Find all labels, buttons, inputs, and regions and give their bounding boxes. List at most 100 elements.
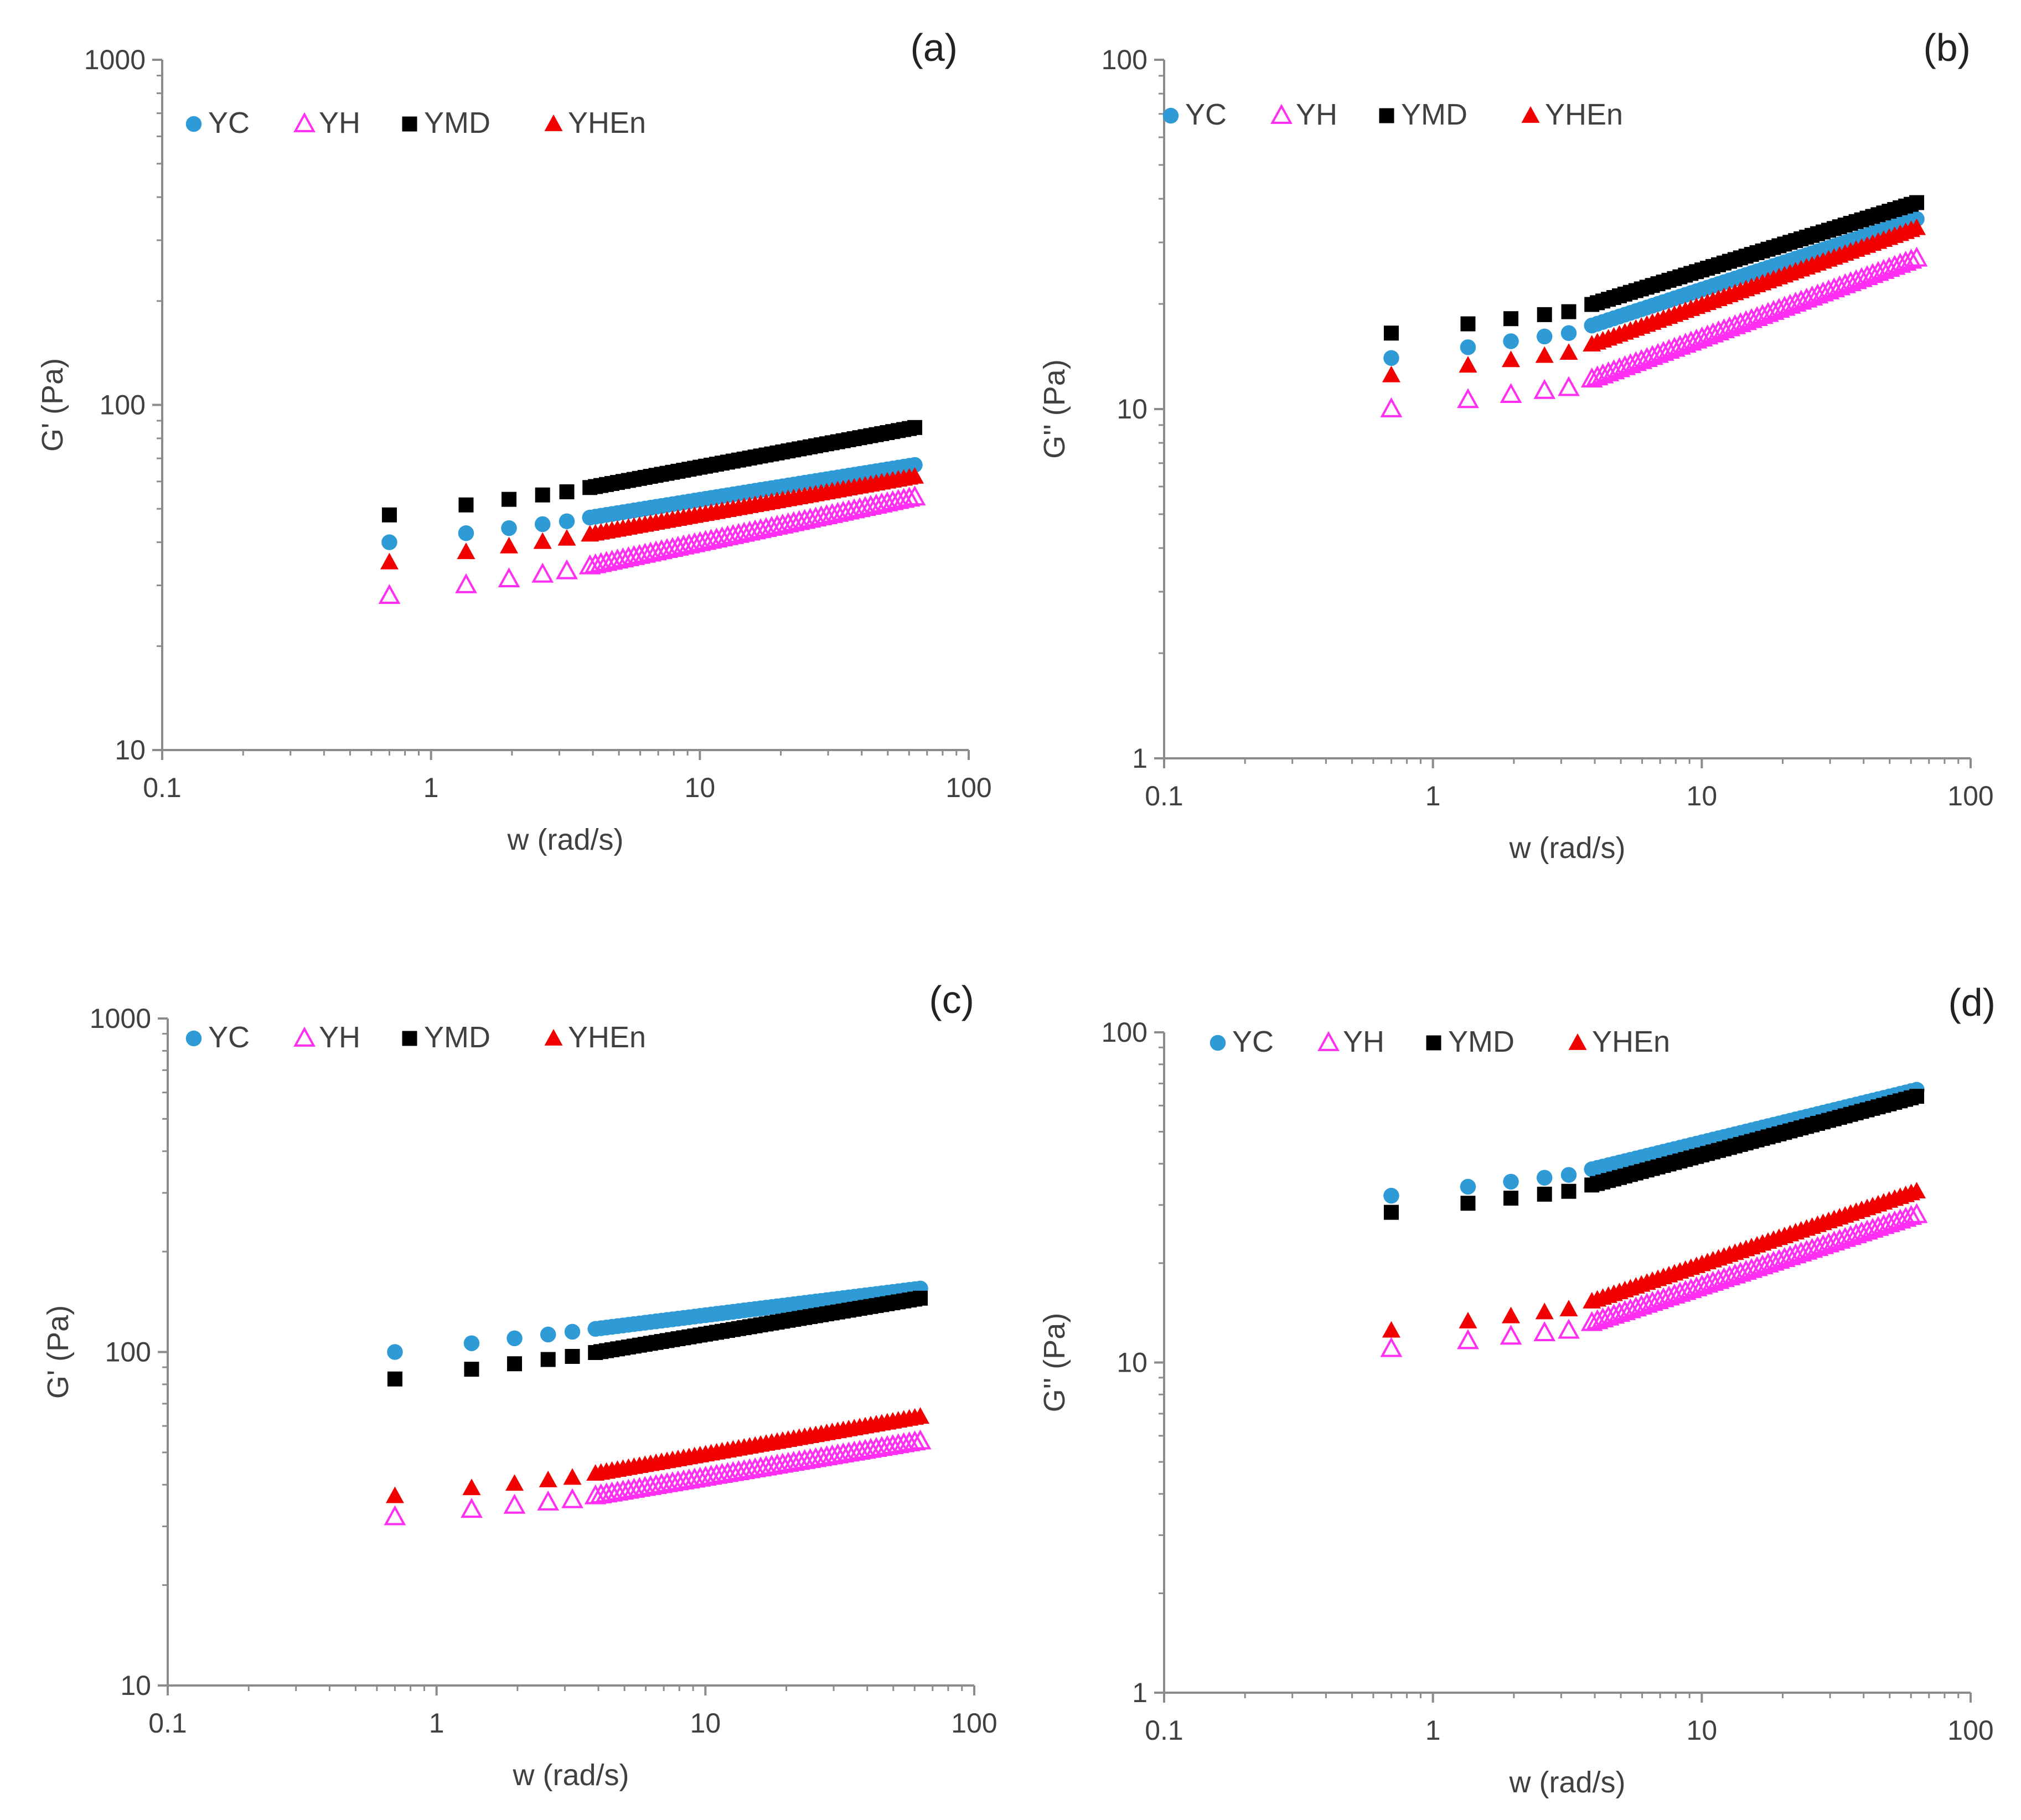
legend-label-yc: YC bbox=[1185, 98, 1227, 131]
legend-marker-yc bbox=[185, 1030, 202, 1047]
data-point bbox=[563, 1468, 582, 1485]
legend-marker-yhen bbox=[1521, 106, 1540, 123]
legend: YC YH YMD YHEn bbox=[185, 1021, 646, 1054]
data-point bbox=[906, 467, 924, 484]
x-tick-label: 0.1 bbox=[148, 1708, 187, 1739]
data-point bbox=[1383, 350, 1399, 366]
legend-label-yhen: YHEn bbox=[1592, 1025, 1670, 1058]
x-tick-label: 1 bbox=[1425, 1715, 1441, 1746]
legend-marker-yhen bbox=[544, 114, 563, 131]
data-point bbox=[559, 484, 575, 500]
legend-label-yhen: YHEn bbox=[568, 1021, 646, 1054]
panel-label: (d) bbox=[1948, 981, 1996, 1024]
legend-marker-yh bbox=[293, 112, 316, 132]
data-point bbox=[1383, 325, 1399, 341]
data-point bbox=[1559, 1300, 1578, 1317]
legend: YC YH YMD YHEn bbox=[1210, 1025, 1670, 1058]
x-tick-label: 10 bbox=[690, 1708, 721, 1739]
data-point bbox=[464, 1362, 479, 1377]
data-point bbox=[1535, 1302, 1554, 1320]
data-point bbox=[381, 507, 397, 523]
data-point bbox=[1560, 1167, 1577, 1183]
legend-label-yc: YC bbox=[1232, 1025, 1274, 1058]
data-point bbox=[505, 1474, 524, 1491]
data-point bbox=[1502, 350, 1521, 368]
panel-label: (c) bbox=[929, 978, 974, 1021]
legend-label-ymd: YMD bbox=[1401, 98, 1467, 131]
legend-marker-yhen bbox=[544, 1028, 563, 1046]
legend-label-ymd: YMD bbox=[424, 1021, 490, 1054]
data-point bbox=[1503, 311, 1519, 327]
data-point bbox=[898, 487, 921, 507]
x-tick-label: 100 bbox=[951, 1708, 997, 1739]
data-point bbox=[463, 1335, 480, 1351]
legend-marker-yc bbox=[185, 116, 202, 132]
data-point bbox=[1558, 376, 1580, 396]
data-point bbox=[457, 542, 475, 560]
legend-marker-ymd bbox=[1426, 1035, 1441, 1051]
data-point bbox=[1558, 1319, 1580, 1339]
data-point bbox=[461, 1498, 483, 1518]
data-point bbox=[1459, 1311, 1477, 1328]
data-point bbox=[539, 1470, 557, 1487]
data-point bbox=[500, 536, 519, 554]
legend-label-ymd: YMD bbox=[424, 106, 490, 139]
data-point bbox=[565, 1348, 580, 1364]
data-point bbox=[1457, 388, 1479, 409]
data-point bbox=[1382, 1321, 1400, 1338]
y-tick-label: 1 bbox=[1132, 1677, 1148, 1708]
data-point bbox=[507, 1356, 523, 1372]
data-point bbox=[503, 1493, 526, 1514]
data-point bbox=[1500, 1325, 1522, 1345]
series-yh bbox=[384, 1429, 932, 1526]
data-point bbox=[903, 485, 926, 506]
data-point bbox=[1900, 249, 1922, 269]
data-point bbox=[1503, 1191, 1519, 1206]
data-point bbox=[537, 1490, 560, 1511]
data-point bbox=[506, 1330, 523, 1347]
legend-label-yc: YC bbox=[208, 106, 250, 139]
x-tick-label: 0.1 bbox=[1145, 1715, 1183, 1746]
data-point bbox=[1905, 246, 1928, 267]
data-point bbox=[561, 1488, 583, 1508]
data-point bbox=[1503, 1173, 1519, 1190]
legend-marker-yc bbox=[1162, 107, 1179, 124]
data-point bbox=[458, 497, 474, 513]
data-point bbox=[458, 525, 474, 541]
legend-label-yhen: YHEn bbox=[568, 106, 646, 139]
legend-label-yh: YH bbox=[1343, 1025, 1384, 1058]
legend-label-yc: YC bbox=[208, 1021, 250, 1054]
data-point bbox=[1460, 339, 1476, 355]
x-axis-title: w (rad/s) bbox=[512, 1759, 629, 1792]
data-point bbox=[557, 529, 576, 546]
data-point bbox=[531, 562, 554, 583]
legend-marker-ymd bbox=[402, 1031, 417, 1046]
series-yc bbox=[381, 457, 923, 550]
series-yh bbox=[378, 485, 926, 604]
data-point bbox=[540, 1326, 556, 1343]
data-point bbox=[501, 520, 517, 536]
x-tick-label: 100 bbox=[1947, 1715, 1993, 1746]
data-point bbox=[534, 516, 551, 532]
data-point bbox=[1561, 1183, 1577, 1199]
series-ymd bbox=[381, 420, 923, 523]
y-tick-label: 10 bbox=[1117, 1347, 1148, 1378]
y-axis-title: G'' (Pa) bbox=[1038, 1313, 1071, 1413]
legend-marker-yh bbox=[293, 1026, 316, 1047]
x-tick-label: 100 bbox=[945, 772, 991, 803]
x-tick-label: 0.1 bbox=[143, 772, 182, 803]
series-ymd bbox=[1383, 1089, 1925, 1220]
y-tick-label: 1 bbox=[1132, 743, 1148, 774]
data-point bbox=[1559, 343, 1578, 360]
y-tick-label: 100 bbox=[100, 390, 146, 421]
data-point bbox=[564, 1323, 581, 1340]
y-tick-label: 100 bbox=[1102, 44, 1148, 75]
data-point bbox=[1561, 304, 1577, 319]
data-point bbox=[1909, 1089, 1925, 1104]
x-tick-label: 10 bbox=[1687, 1715, 1718, 1746]
panel-label: (b) bbox=[1923, 26, 1971, 69]
y-tick-label: 1000 bbox=[90, 1003, 151, 1034]
data-point bbox=[1905, 1203, 1928, 1223]
